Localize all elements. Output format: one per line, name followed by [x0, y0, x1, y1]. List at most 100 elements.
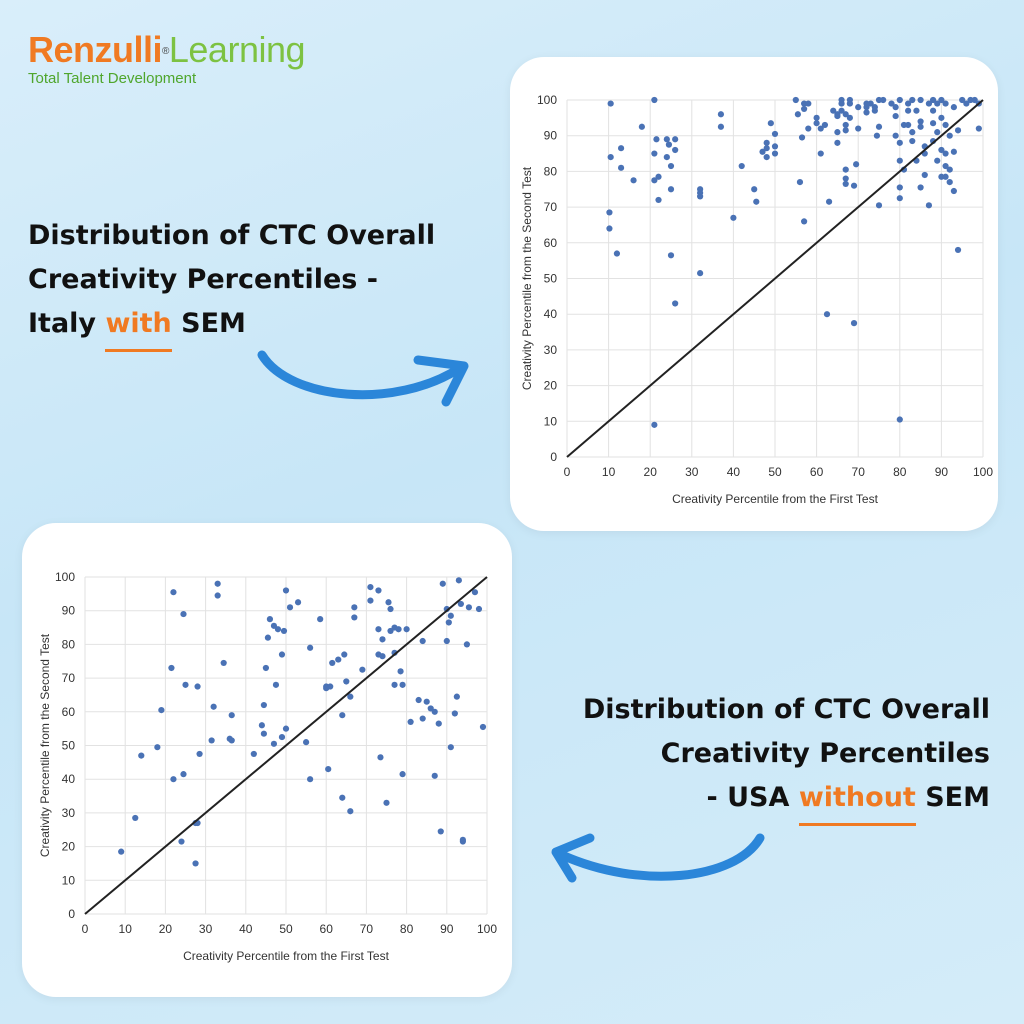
data-point	[341, 651, 348, 658]
y-tick-label: 100	[55, 570, 75, 584]
scatter-chart-italy: 0 10 20 30 40 50 60 70 80 90 100 0 10 20 30 40 50 60 70 80 9…	[520, 93, 993, 506]
data-point	[880, 96, 887, 104]
data-point	[194, 683, 201, 690]
data-point	[805, 100, 812, 107]
data-point	[286, 604, 294, 611]
chart-card-usa: 0 10 20 30 40 50 60 70 80 90 100 0 10 20 30 40 50 60 70 80 9…	[22, 523, 512, 997]
y-tick-label: 90	[62, 604, 76, 618]
data-point	[863, 109, 870, 116]
data-point	[351, 604, 358, 611]
data-point	[853, 161, 860, 168]
data-point	[182, 681, 189, 688]
data-point	[863, 104, 870, 111]
heading-usa-line3: - USA without SEM	[470, 776, 990, 826]
data-point	[875, 202, 883, 209]
x-axis-label: Creativity Percentile from the First Tes…	[183, 949, 390, 963]
heading-usa-line3-after: SEM	[915, 782, 990, 813]
data-point	[842, 127, 849, 134]
data-point	[178, 838, 185, 845]
data-point	[630, 177, 637, 184]
data-point	[228, 737, 235, 744]
data-point	[451, 710, 458, 717]
y-tick-label: 70	[62, 671, 76, 685]
diagonal-reference-line	[84, 576, 488, 915]
data-point	[763, 154, 770, 161]
data-point	[653, 136, 660, 143]
data-point	[929, 120, 937, 127]
data-point	[351, 614, 358, 621]
y-tick-label: 70	[544, 200, 558, 214]
data-point	[842, 175, 849, 182]
data-point	[830, 107, 837, 114]
data-point	[303, 739, 310, 746]
logo-wordmark: Renzulli®Learning	[28, 29, 306, 70]
y-tick-label: 80	[62, 637, 76, 651]
data-point	[260, 701, 267, 709]
data-point	[834, 139, 841, 146]
x-tick-label: 70	[360, 922, 374, 936]
data-point	[823, 311, 831, 318]
data-point	[214, 580, 221, 587]
data-point	[846, 114, 853, 121]
x-tick-label: 60	[810, 465, 824, 479]
data-point	[896, 416, 903, 423]
y-tick-label: 100	[537, 93, 557, 107]
data-point	[975, 125, 982, 132]
data-point	[475, 605, 483, 613]
data-point	[339, 794, 346, 801]
data-point	[946, 132, 953, 139]
data-point	[168, 664, 175, 672]
data-point	[339, 712, 346, 719]
data-point	[871, 107, 878, 114]
data-point	[934, 129, 941, 136]
data-point	[465, 604, 473, 611]
data-point	[917, 96, 924, 104]
data-point	[274, 626, 282, 633]
data-point	[697, 270, 704, 277]
data-point	[825, 198, 833, 205]
data-point	[942, 162, 949, 170]
data-point	[834, 129, 841, 136]
x-tick-label: 10	[119, 922, 133, 936]
data-point	[753, 198, 760, 205]
data-point	[942, 150, 949, 157]
data-point	[607, 154, 614, 161]
data-point	[170, 776, 177, 783]
x-tick-label: 0	[564, 465, 571, 479]
y-tick-label: 30	[544, 343, 558, 357]
data-point	[763, 139, 770, 146]
data-point	[763, 145, 770, 152]
data-point	[667, 252, 675, 259]
data-point	[738, 162, 745, 170]
data-point	[942, 100, 949, 107]
x-tick-label: 40	[727, 465, 741, 479]
data-point	[846, 100, 853, 107]
data-point	[771, 143, 779, 150]
data-point	[850, 182, 858, 189]
y-tick-label: 50	[544, 272, 558, 286]
data-point	[817, 125, 824, 132]
data-point	[842, 166, 849, 173]
data-point	[431, 708, 438, 715]
data-point	[767, 120, 774, 127]
data-point	[375, 587, 382, 594]
heading-italy-line3: Italy with SEM	[28, 302, 508, 352]
data-point	[375, 626, 382, 633]
data-point	[963, 100, 970, 107]
data-point	[343, 678, 350, 685]
data-point	[929, 96, 937, 104]
data-point	[817, 150, 824, 157]
y-tick-label: 90	[544, 129, 558, 143]
data-point	[655, 196, 662, 204]
data-point	[397, 668, 404, 675]
data-point	[278, 651, 286, 658]
data-point	[437, 828, 444, 835]
data-point	[905, 121, 912, 129]
data-point	[272, 681, 280, 688]
logo-brand-main: Renzulli	[28, 29, 163, 70]
data-point	[813, 114, 820, 121]
data-point	[896, 157, 903, 164]
data-point	[842, 180, 849, 187]
data-point	[264, 634, 272, 641]
x-tick-label: 70	[852, 465, 866, 479]
